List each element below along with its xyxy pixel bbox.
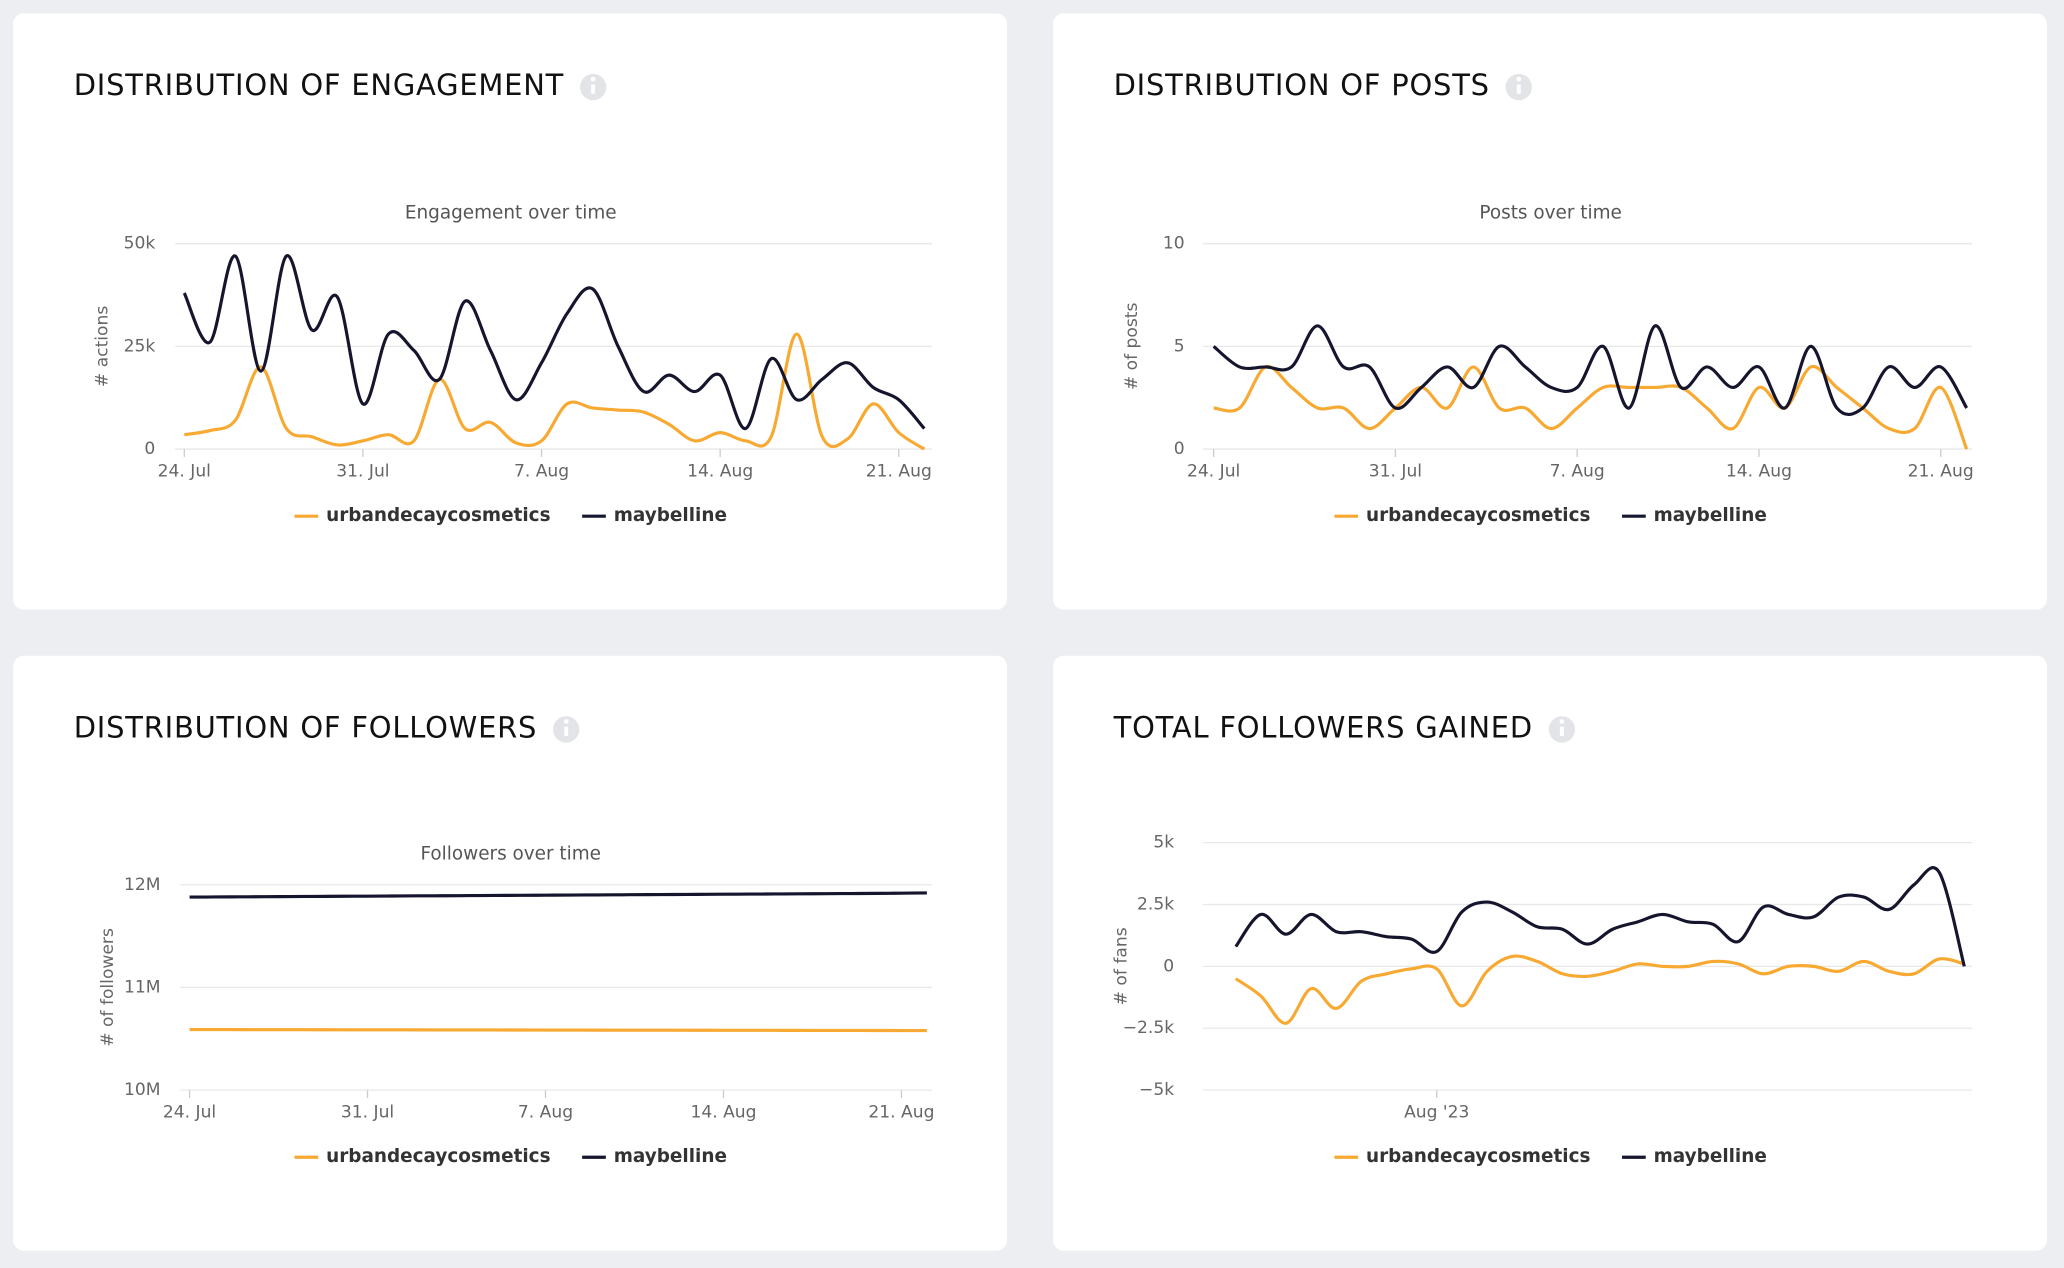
series-line — [184, 332, 926, 451]
x-tick-label: 21. Aug — [868, 1102, 934, 1122]
x-tick-label: 24. Jul — [158, 461, 211, 481]
legend: urbandecaycosmetics maybelline — [1334, 1146, 1767, 1167]
y-tick-label: 5k — [1153, 833, 1174, 853]
info-icon-bar — [1516, 84, 1521, 94]
info-icon-bar — [564, 726, 569, 737]
panel-title: DISTRIBUTION OF POSTS — [1114, 68, 1490, 102]
info-icon-dot — [1559, 719, 1565, 724]
x-tick-label: 21. Aug — [1908, 461, 1974, 481]
chart-subtitle: Engagement over time — [405, 202, 617, 223]
panel — [1053, 655, 2047, 1251]
y-tick-label: 11M — [124, 977, 161, 997]
chart-subtitle: Posts over time — [1479, 202, 1621, 223]
legend-label: urbandecaycosmetics — [1366, 1146, 1590, 1167]
y-axis-label: # of posts — [1122, 303, 1142, 391]
legend: urbandecaycosmetics maybelline — [294, 505, 727, 526]
panel — [1053, 13, 2047, 610]
chart-subtitle: Followers over time — [420, 843, 601, 864]
panel-title: DISTRIBUTION OF FOLLOWERS — [74, 710, 538, 744]
info-icon-dot — [563, 719, 569, 724]
y-tick-label: 25k — [124, 336, 156, 356]
y-tick-label: 12M — [124, 875, 161, 895]
legend-label: maybelline — [1654, 505, 1767, 526]
x-tick-label: 31. Jul — [1369, 461, 1422, 481]
series-line — [189, 1027, 927, 1033]
legend-label: urbandecaycosmetics — [326, 1146, 550, 1167]
y-tick-label: −5k — [1139, 1080, 1174, 1100]
x-tick-label: 14. Aug — [1726, 461, 1792, 481]
info-icon-dot — [590, 76, 596, 82]
legend-label: urbandecaycosmetics — [1366, 505, 1590, 526]
info-icon-bar — [591, 84, 596, 94]
y-tick-label: 10 — [1163, 234, 1185, 254]
legend: urbandecaycosmetics maybelline — [1334, 505, 1767, 526]
series-line — [1234, 954, 1965, 1025]
x-tick-label: Aug '23 — [1404, 1102, 1469, 1122]
x-tick-label: 7. Aug — [1550, 461, 1605, 481]
y-axis-label: # actions — [93, 306, 113, 387]
info-icon-dot — [1516, 76, 1522, 82]
x-tick-label: 7. Aug — [518, 1102, 573, 1122]
y-tick-label: 0 — [1163, 956, 1174, 976]
x-tick-label: 31. Jul — [336, 461, 389, 481]
x-tick-label: 14. Aug — [687, 461, 753, 481]
series-line — [182, 254, 926, 431]
series-line — [1234, 866, 1966, 967]
legend-label: maybelline — [1654, 1146, 1767, 1167]
legend-label: urbandecaycosmetics — [326, 505, 550, 526]
y-tick-label: 0 — [1174, 439, 1185, 459]
y-tick-label: 5 — [1174, 336, 1185, 356]
series-line — [1212, 324, 1969, 416]
legend-label: maybelline — [614, 505, 727, 526]
info-icon-bar — [1559, 726, 1564, 737]
legend: urbandecaycosmetics maybelline — [294, 1146, 727, 1167]
panel-title: TOTAL FOLLOWERS GAINED — [1113, 710, 1533, 744]
y-tick-label: 2.5k — [1137, 895, 1174, 915]
x-tick-label: 14. Aug — [690, 1102, 756, 1122]
x-tick-label: 21. Aug — [866, 461, 932, 481]
panel-title: DISTRIBUTION OF ENGAGEMENT — [74, 68, 564, 102]
y-tick-label: 50k — [124, 234, 156, 254]
series-line — [189, 891, 927, 899]
x-tick-label: 7. Aug — [514, 461, 569, 481]
panel — [13, 655, 1007, 1251]
y-axis-label: # of followers — [98, 928, 118, 1047]
series-line — [1213, 364, 1969, 450]
y-axis-label: # of fans — [1112, 927, 1132, 1005]
y-tick-label: 0 — [144, 439, 155, 459]
x-tick-label: 31. Jul — [341, 1102, 394, 1122]
legend-label: maybelline — [614, 1146, 727, 1167]
y-tick-label: 10M — [124, 1080, 161, 1100]
x-tick-label: 24. Jul — [163, 1102, 216, 1122]
x-tick-label: 24. Jul — [1187, 461, 1240, 481]
panel — [13, 13, 1007, 610]
y-tick-label: −2.5k — [1123, 1018, 1175, 1038]
